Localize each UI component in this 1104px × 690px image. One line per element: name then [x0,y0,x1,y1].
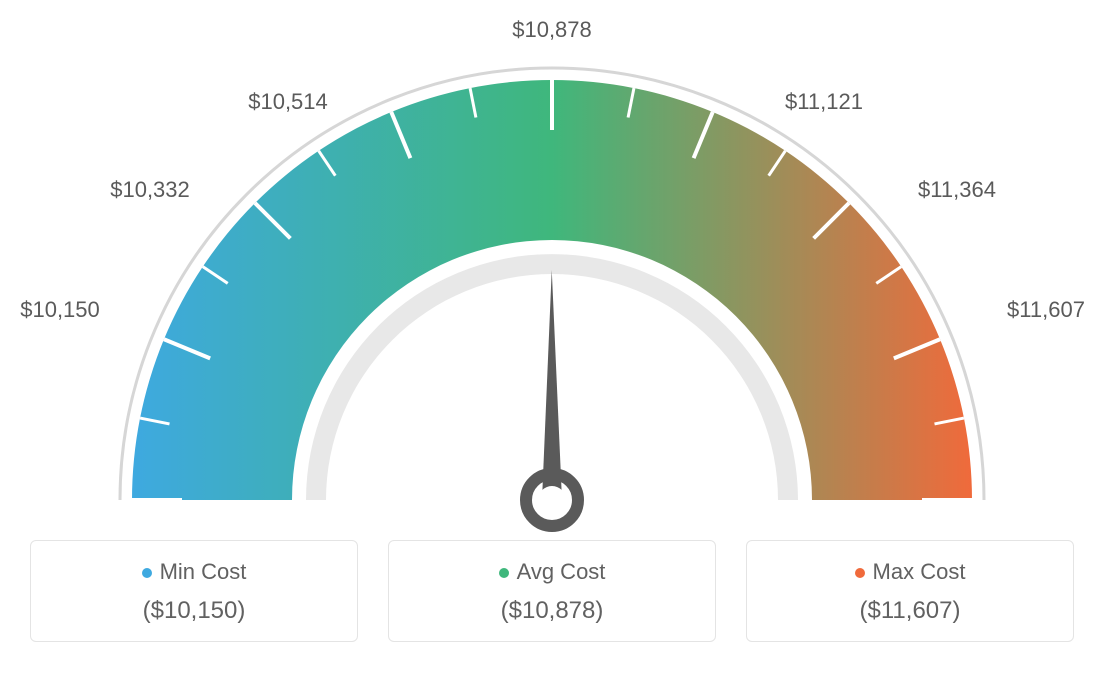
dot-icon [855,568,865,578]
legend-value: ($11,607) [757,597,1063,625]
legend-title: Avg Cost [399,559,705,585]
legend-value: ($10,150) [41,597,347,625]
legend-title: Min Cost [41,559,347,585]
gauge-tick-label: $11,364 [918,177,996,203]
gauge-tick-label: $10,150 [20,297,100,323]
gauge-tick-label: $10,514 [248,89,328,115]
gauge-chart: $10,150 $10,332 $10,514 $10,878 $11,121 $11,3… [0,0,1104,540]
legend-title-text: Max Cost [873,559,966,584]
legend-row: Min Cost ($10,150) Avg Cost ($10,878) Ma… [0,540,1104,642]
gauge-tick-label: $10,878 [512,17,592,43]
dot-icon [142,568,152,578]
legend-value: ($10,878) [399,597,705,625]
legend-card-max: Max Cost ($11,607) [746,540,1074,642]
legend-card-avg: Avg Cost ($10,878) [388,540,716,642]
gauge-svg [0,0,1104,540]
legend-title: Max Cost [757,559,1063,585]
gauge-tick-label: $11,121 [785,89,863,115]
legend-title-text: Min Cost [160,559,247,584]
dot-icon [499,568,509,578]
legend-title-text: Avg Cost [517,559,606,584]
gauge-tick-label: $10,332 [110,177,190,203]
gauge-tick-label: $11,607 [1007,297,1085,323]
legend-card-min: Min Cost ($10,150) [30,540,358,642]
